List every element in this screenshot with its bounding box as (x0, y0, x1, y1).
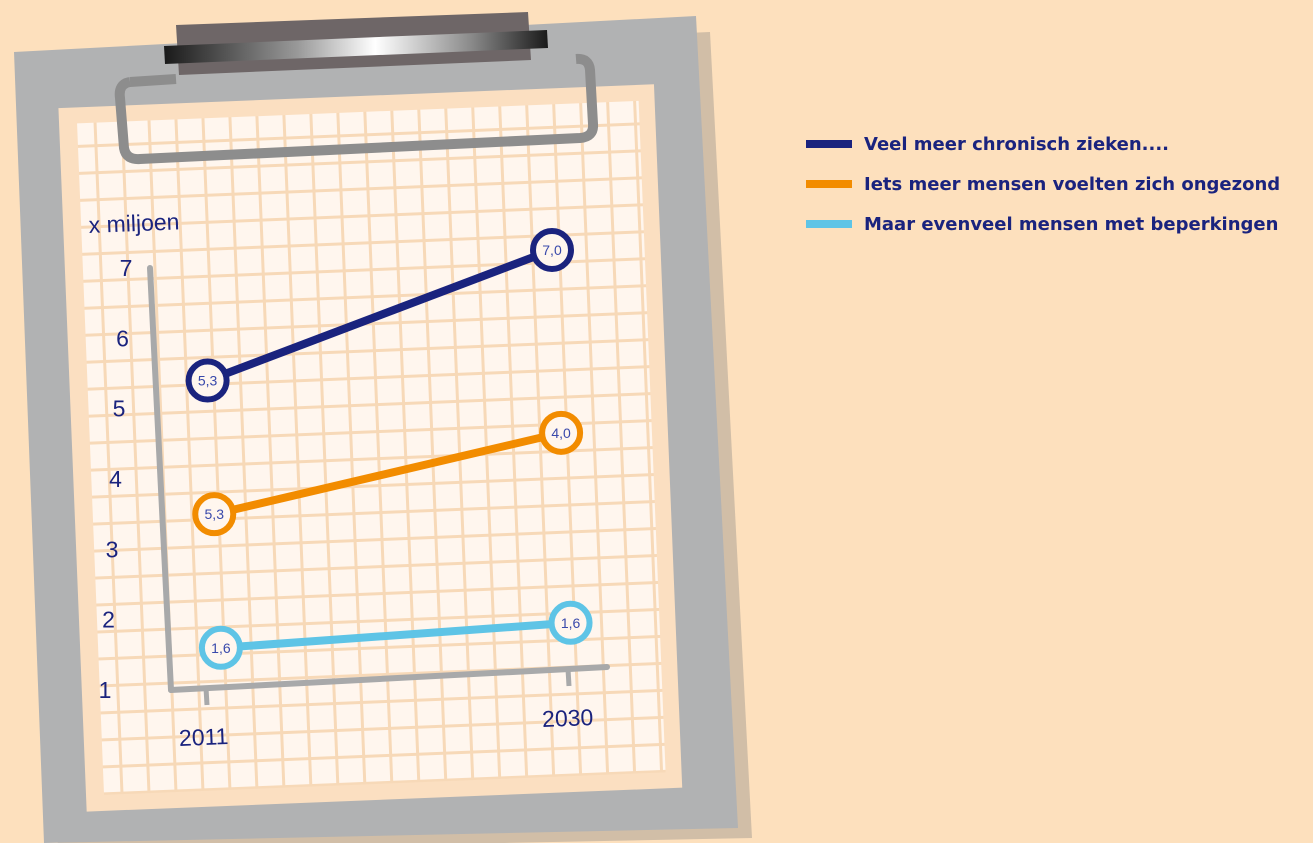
x-tick-label: 2030 (542, 704, 594, 732)
y-tick-labels: 1 2 3 4 5 6 7 (99, 255, 133, 703)
legend-swatch-disabilities (806, 220, 852, 228)
data-label-unhealthy: 5,3 (205, 506, 225, 522)
paper-sheet (58, 84, 683, 812)
data-label-chronic: 5,3 (198, 373, 218, 389)
legend-item-unhealthy: Iets meer mensen voelten zich ongezond (806, 171, 1280, 197)
y-tick-label: 5 (113, 396, 126, 422)
series-group: 5,3 7,0 5,3 4,0 1,6 1,6 (185, 228, 593, 670)
data-point-unhealthy (192, 492, 237, 537)
y-axis-line (147, 265, 174, 693)
data-point-chronic (185, 358, 230, 403)
clipboard-clip (114, 12, 599, 165)
data-point-disabilities (548, 600, 593, 645)
x-tick-labels: 2011 2030 (178, 704, 593, 751)
legend-item-chronic: Veel meer chronisch zieken.... (806, 131, 1280, 157)
legend-label-disabilities: Maar evenveel mensen met beperkingen (864, 213, 1279, 235)
series-line-disabilities (220, 618, 571, 652)
legend-item-disabilities: Maar evenveel mensen met beperkingen (806, 211, 1280, 237)
data-point-unhealthy (539, 410, 584, 455)
x-tick-mark-2030 (565, 668, 572, 687)
data-label-unhealthy: 4,0 (551, 425, 571, 441)
axes (147, 265, 610, 706)
paper-grid (77, 100, 666, 795)
data-point-disabilities (198, 625, 243, 670)
y-tick-label: 2 (102, 607, 115, 633)
legend-swatch-chronic (806, 140, 852, 148)
y-tick-label: 4 (109, 466, 122, 492)
legend-label-chronic: Veel meer chronisch zieken.... (864, 133, 1170, 155)
x-tick-label: 2011 (178, 723, 228, 751)
y-axis-label: x miljoen (88, 208, 180, 238)
data-point-chronic (530, 228, 574, 272)
y-tick-label: 6 (116, 325, 129, 351)
y-tick-label: 3 (106, 536, 119, 562)
y-tick-label: 7 (120, 255, 133, 281)
data-label-disabilities: 1,6 (211, 640, 231, 656)
series-line-chronic (206, 246, 554, 385)
y-tick-label: 1 (99, 677, 112, 703)
x-tick-mark-2011 (203, 687, 210, 706)
legend-swatch-unhealthy (806, 180, 852, 188)
legend-label-unhealthy: Iets meer mensen voelten zich ongezond (864, 173, 1281, 195)
data-label-disabilities: 1,6 (561, 615, 581, 631)
legend: Veel meer chronisch zieken.... Iets meer… (806, 131, 1280, 251)
x-axis-line (168, 664, 610, 693)
data-label-chronic: 7,0 (542, 242, 562, 258)
series-line-unhealthy (213, 428, 563, 519)
